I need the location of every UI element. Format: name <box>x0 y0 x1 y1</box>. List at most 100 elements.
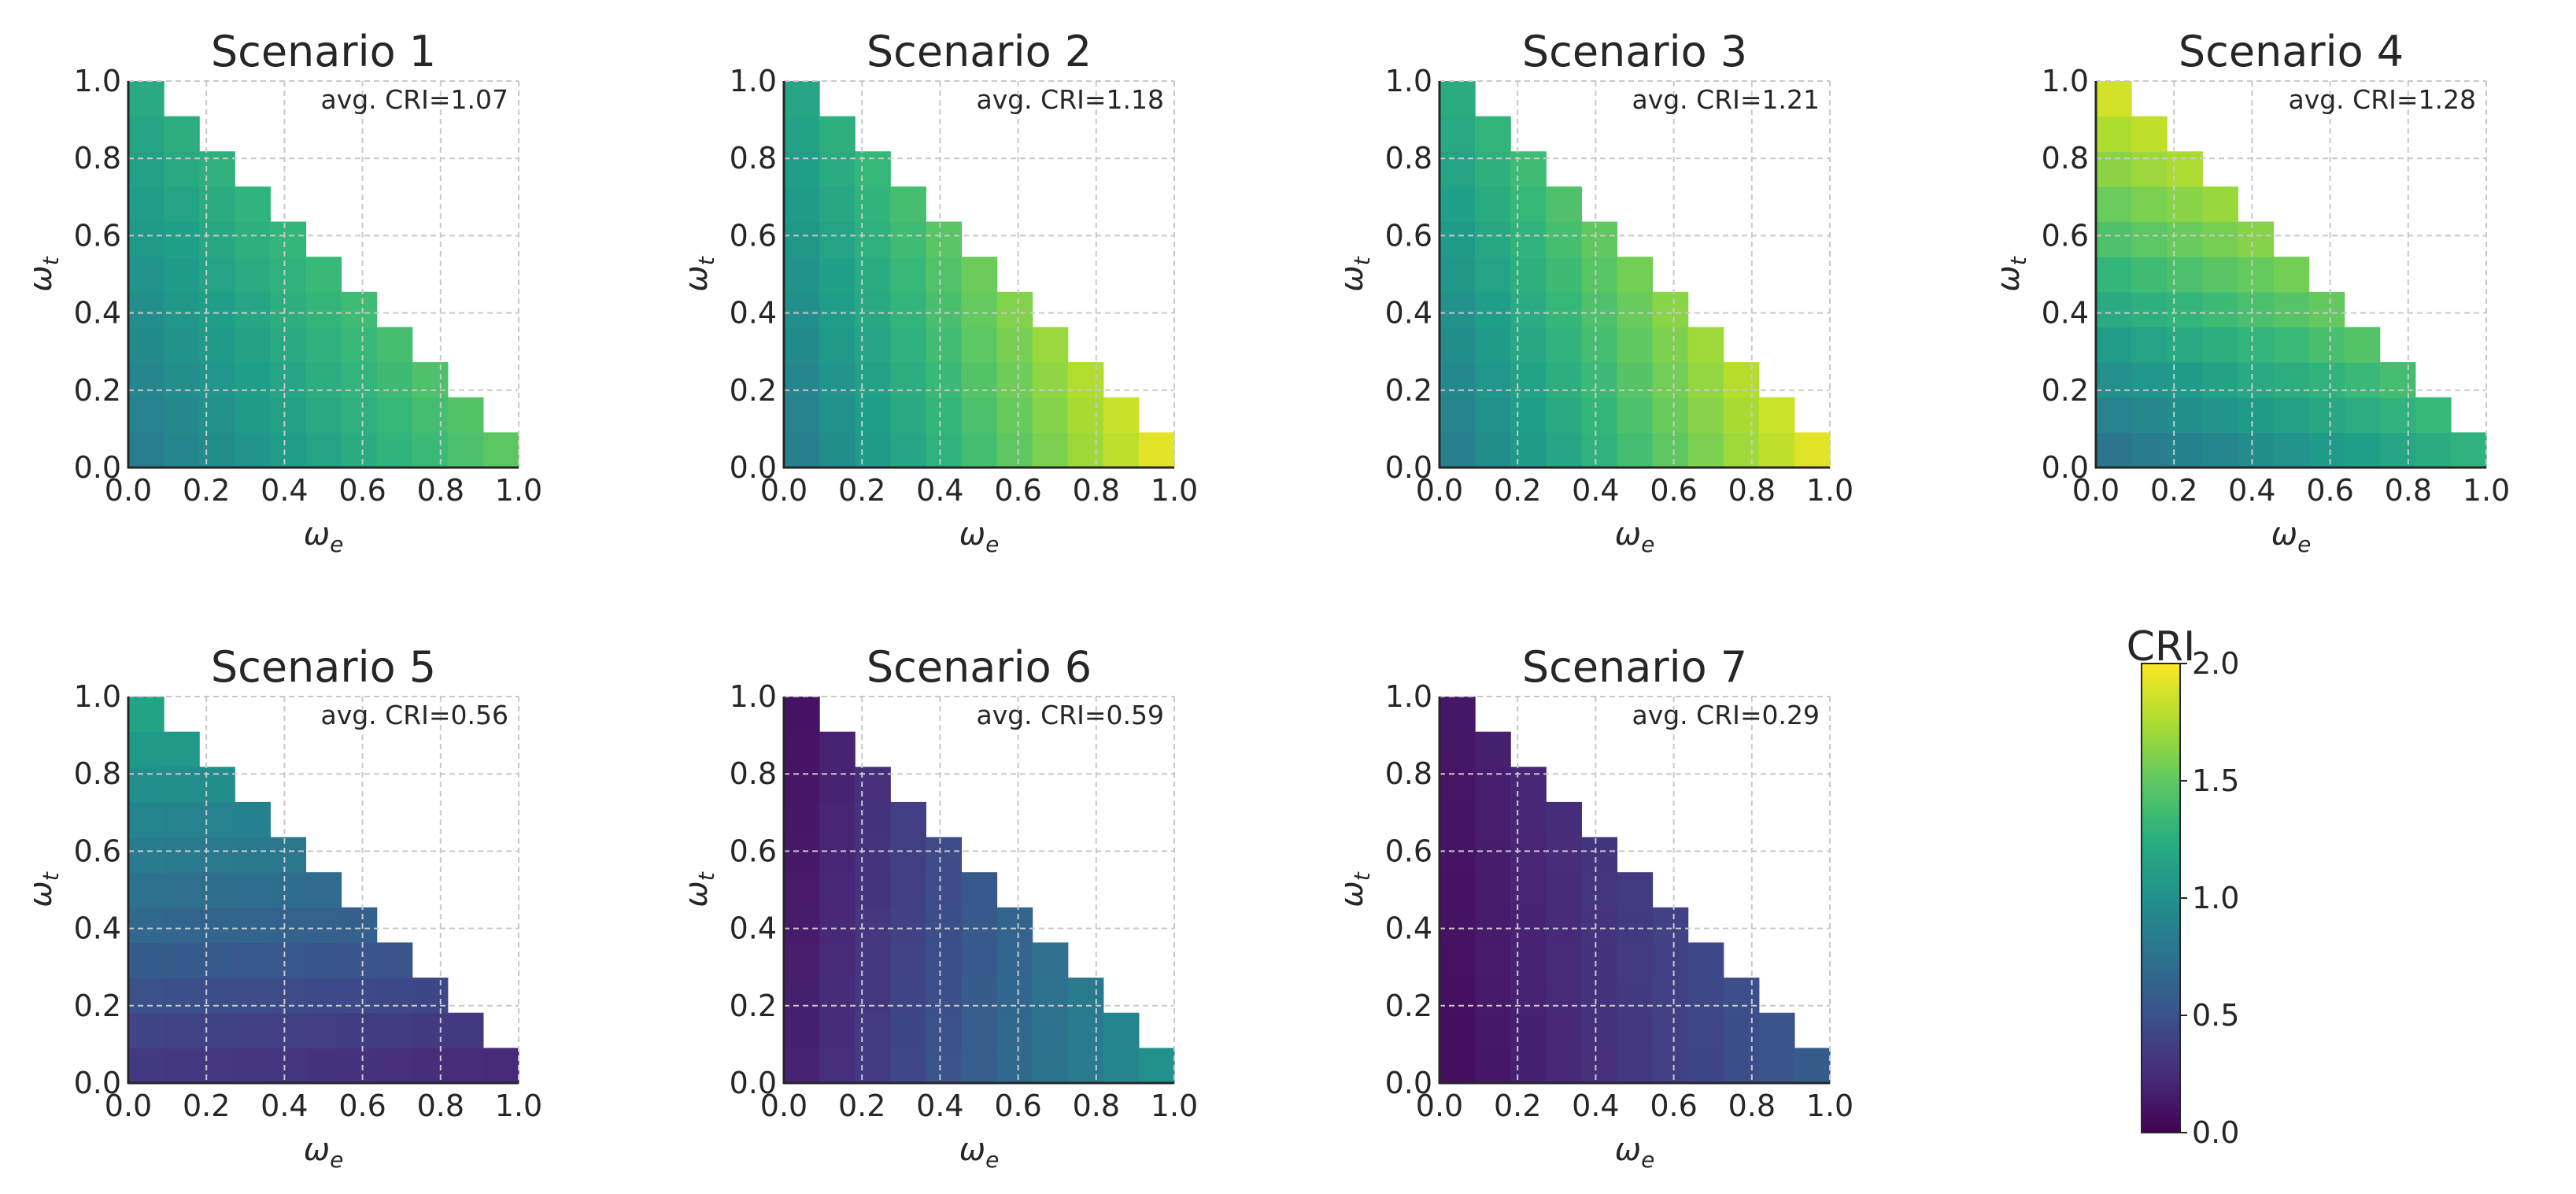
heatmap-cell <box>890 1012 926 1048</box>
heatmap-cell <box>784 942 820 978</box>
heatmap-cell <box>819 186 856 223</box>
heatmap-cell <box>926 907 963 944</box>
heatmap-cell <box>305 1012 342 1048</box>
y-tick-label: 1.0 <box>74 64 121 98</box>
heatmap-cell <box>2344 432 2381 468</box>
heatmap-cell <box>1581 1012 1618 1048</box>
heatmap-cell <box>376 327 413 363</box>
heatmap-cell <box>164 837 200 873</box>
heatmap-cell <box>2131 291 2168 328</box>
heatmap-cell <box>890 257 926 293</box>
heatmap-cell <box>2202 362 2238 398</box>
heatmap-cell <box>2167 362 2203 398</box>
heatmap-cell <box>890 327 926 363</box>
heatmap-cell <box>1032 978 1069 1014</box>
heatmap-cell <box>1617 907 1654 944</box>
heatmap-cell <box>784 432 820 468</box>
heatmap-cell <box>890 837 926 873</box>
x-tick-label: 0.0 <box>2072 473 2120 508</box>
heatmap-cell <box>2131 362 2168 398</box>
heatmap-cell <box>1440 731 1476 767</box>
heatmap-cell <box>2273 257 2310 293</box>
heatmap-cell <box>1546 257 1582 293</box>
heatmap-cell <box>1510 837 1547 873</box>
heatmap-cell <box>128 801 164 838</box>
heatmap-cell <box>1510 907 1547 944</box>
heatmap-cell <box>926 1012 963 1048</box>
x-tick-label: 1.0 <box>495 473 542 508</box>
heatmap-cell <box>1617 291 1654 328</box>
heatmap-cell <box>819 907 856 944</box>
heatmap-cell <box>1510 186 1547 223</box>
heatmap-cell <box>1440 327 1476 363</box>
heatmap-cell <box>1652 397 1689 433</box>
x-tick-label: 0.4 <box>1572 473 1619 508</box>
heatmap-cell <box>1510 432 1547 468</box>
colorbar-label: CRI <box>2127 623 2196 671</box>
heatmap-cell <box>1617 872 1654 908</box>
heatmap-cell <box>164 327 200 363</box>
heatmap-cell <box>855 872 891 908</box>
heatmap-cell <box>1510 872 1547 908</box>
y-tick-label: 0.8 <box>730 141 777 176</box>
heatmap-cell <box>1758 1012 1795 1048</box>
heatmap-cell <box>1687 362 1724 398</box>
heatmap-cell <box>1103 432 1140 468</box>
heatmap-cell <box>412 1048 449 1084</box>
heatmap-cell <box>1067 978 1104 1014</box>
x-tick-label: 0.8 <box>2385 473 2432 508</box>
y-tick-label: 0.0 <box>2042 450 2089 485</box>
y-axis-label: ωt <box>1334 256 1375 292</box>
heatmap-cell <box>1723 978 1760 1014</box>
x-tick-label: 0.8 <box>1728 1089 1776 1123</box>
heatmap-cell <box>784 116 820 152</box>
heatmap-cell <box>855 942 891 978</box>
heatmap-cell <box>1581 327 1618 363</box>
heatmap-cell <box>926 397 963 433</box>
x-tick-label: 0.6 <box>338 473 386 508</box>
heatmap-cell <box>784 1012 820 1048</box>
heatmap-cell <box>199 1048 235 1084</box>
heatmap-cell <box>961 942 998 978</box>
heatmap-cell <box>855 801 891 838</box>
heatmap-cell <box>164 1012 200 1048</box>
heatmap-cell <box>926 432 963 468</box>
heatmap-cell <box>1440 362 1476 398</box>
y-tick-label: 0.4 <box>1385 296 1432 331</box>
x-axis-label: ωe <box>1615 516 1655 557</box>
x-tick-label: 0.2 <box>1494 473 1541 508</box>
heatmap-cell <box>855 362 891 398</box>
heatmap-cell <box>1475 362 1511 398</box>
x-tick-label: 0.0 <box>105 473 152 508</box>
heatmap-cell <box>447 1048 484 1084</box>
heatmap-cell <box>376 1012 413 1048</box>
heatmap-cell <box>890 362 926 398</box>
heatmap-cell <box>128 907 164 944</box>
y-tick-label: 0.4 <box>2042 296 2089 331</box>
y-tick-label: 0.2 <box>74 373 121 408</box>
heatmap-cell <box>1687 397 1724 433</box>
x-tick-label: 0.2 <box>183 1089 230 1123</box>
heatmap-cell <box>1510 221 1547 257</box>
heatmap-cell <box>1440 697 1476 733</box>
heatmap-cell <box>1475 186 1511 223</box>
heatmap-cell <box>890 186 926 223</box>
heatmap-cell <box>855 186 891 223</box>
heatmap-cell <box>447 397 484 433</box>
heatmap-cell <box>1652 1012 1689 1048</box>
heatmap-cell <box>855 907 891 944</box>
heatmap-cell <box>128 327 164 363</box>
x-tick-label: 0.8 <box>417 1089 464 1123</box>
heatmap-cell <box>128 186 164 223</box>
heatmap-cell <box>1475 327 1511 363</box>
panel-title: Scenario 3 <box>1522 27 1747 76</box>
heatmap-cell <box>784 837 820 873</box>
heatmap-cell <box>199 432 235 468</box>
heatmap-cell <box>2167 257 2203 293</box>
heatmap-cell <box>1546 907 1582 944</box>
heatmap-cell <box>1652 1048 1689 1084</box>
heatmap-cell <box>1475 151 1511 187</box>
heatmap-cell <box>2202 397 2238 433</box>
heatmap-cell <box>164 767 200 803</box>
y-tick-label: 0.8 <box>730 756 777 791</box>
